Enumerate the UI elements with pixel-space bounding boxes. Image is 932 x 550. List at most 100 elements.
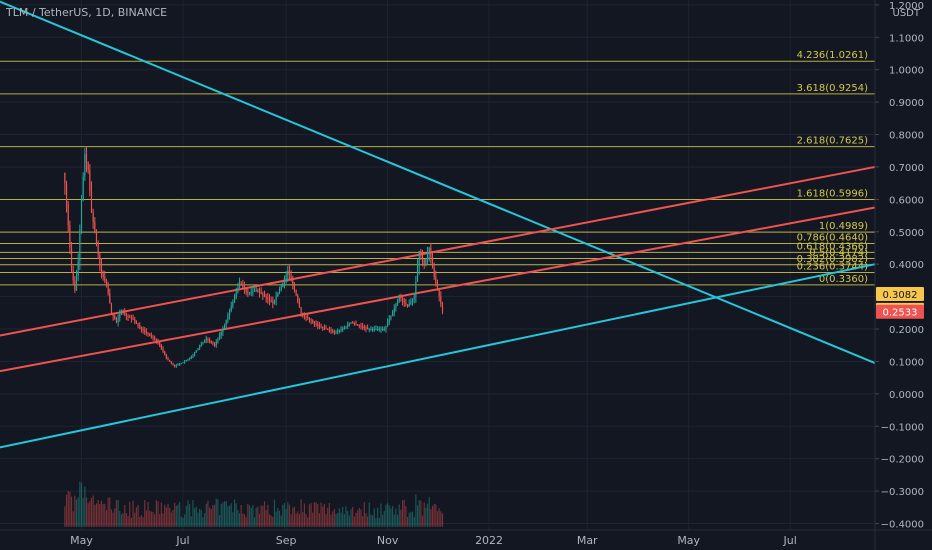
volume-bar <box>373 508 375 527</box>
candle-body <box>237 288 239 293</box>
candle-body <box>350 322 352 324</box>
volume-bar <box>283 502 286 527</box>
x-axis[interactable]: May Jul Sep Nov 2022 Mar May Jul <box>0 529 932 547</box>
candle-body <box>333 331 335 333</box>
candle-body <box>67 204 69 226</box>
volume-bar <box>337 512 339 527</box>
volume-bar <box>421 515 424 527</box>
y-tick-label: 1.2000 <box>889 1 924 12</box>
candle-body <box>162 348 164 352</box>
candle-body <box>164 351 166 355</box>
candle-body <box>392 312 394 317</box>
volume-bar <box>72 511 74 527</box>
fib-level-label: 0.382(0.3982) <box>797 254 869 265</box>
volume-bar <box>137 504 139 527</box>
candle-body <box>433 267 435 278</box>
candle-body <box>149 334 151 336</box>
volume-bar <box>367 516 369 527</box>
volume-bar <box>159 514 161 527</box>
candle-body <box>317 324 319 326</box>
volume-bar <box>265 510 267 527</box>
candle-body <box>360 325 362 327</box>
volume-bar <box>440 511 442 527</box>
candle-body <box>132 318 134 320</box>
volume-bar <box>112 512 114 527</box>
candle-body <box>238 283 241 289</box>
x-tick-label: Jul <box>783 534 797 547</box>
volume-bar <box>365 513 367 527</box>
volume-bar <box>282 504 284 527</box>
volume-bar <box>385 504 387 527</box>
candle-body <box>398 296 400 301</box>
candle-body <box>318 325 320 327</box>
candle-body <box>265 296 267 298</box>
volume-bar <box>155 499 157 527</box>
candle-body <box>262 294 264 296</box>
volume-bar <box>250 507 252 527</box>
volume-bar <box>132 500 134 527</box>
candle-body <box>107 283 109 294</box>
candle-body <box>293 285 296 291</box>
y-tick-label: −0.3000 <box>881 487 924 498</box>
candle-body <box>292 280 294 286</box>
candle-body <box>270 300 272 302</box>
volume-bar <box>368 502 370 527</box>
volume-bar <box>210 508 212 527</box>
volume-bar <box>320 502 322 527</box>
candle-body <box>139 325 141 328</box>
candle-body <box>82 176 84 200</box>
candle-body <box>388 319 390 323</box>
volume-bar <box>347 510 349 527</box>
candle-body <box>385 325 387 330</box>
volume-bar <box>164 504 166 527</box>
x-tick-label: Nov <box>377 534 399 547</box>
candle-body <box>250 292 252 294</box>
candle-body <box>343 327 345 330</box>
volume-bar <box>230 503 232 527</box>
candle-body <box>205 338 207 341</box>
volume-bar <box>378 517 380 527</box>
volume-bar <box>328 502 330 527</box>
candle-body <box>330 330 332 332</box>
volume-bar <box>192 499 194 527</box>
candle-body <box>287 270 289 275</box>
candle-body <box>218 335 221 339</box>
candle-body <box>217 338 219 342</box>
volume-bar <box>190 516 192 527</box>
volume-bar <box>179 502 181 527</box>
candle-body <box>124 311 126 314</box>
volume-bar <box>333 509 335 527</box>
volume-bar <box>185 505 187 527</box>
candle-body <box>315 323 317 325</box>
volume-bar <box>220 503 222 527</box>
volume-bar <box>401 500 404 527</box>
fibonacci-levels: 4.236(1.0261) 3.618(0.9254) 2.618(0.7625) 1… <box>0 50 875 286</box>
volume-bar <box>172 509 174 527</box>
candle-body <box>89 170 91 192</box>
candle-body <box>189 358 191 360</box>
candle-body <box>328 329 330 331</box>
candle-body <box>302 312 304 315</box>
fib-level-label: 2.618(0.7625) <box>797 136 869 147</box>
candle-body <box>267 297 269 300</box>
price-series <box>64 146 444 368</box>
volume-bar <box>214 504 216 527</box>
fib-level-label: 0.618(0.4366) <box>797 241 869 252</box>
volume-bar <box>315 502 317 527</box>
volume-bar <box>370 514 372 527</box>
fib-level-label: 1(0.4989) <box>819 221 868 232</box>
volume-bar <box>105 510 108 527</box>
volume-bar <box>280 515 282 527</box>
x-tick-label: Jul <box>175 534 189 547</box>
candle-body <box>323 327 325 329</box>
volume-bar <box>130 517 132 527</box>
volume-bar <box>125 513 128 527</box>
volume-bar <box>227 506 229 527</box>
y-tick-label: −0.2000 <box>881 455 924 466</box>
candle-body <box>65 183 68 205</box>
candle-body <box>137 323 139 326</box>
candle-body <box>160 345 162 349</box>
volume-bar <box>272 516 274 527</box>
candle-body <box>435 277 437 284</box>
